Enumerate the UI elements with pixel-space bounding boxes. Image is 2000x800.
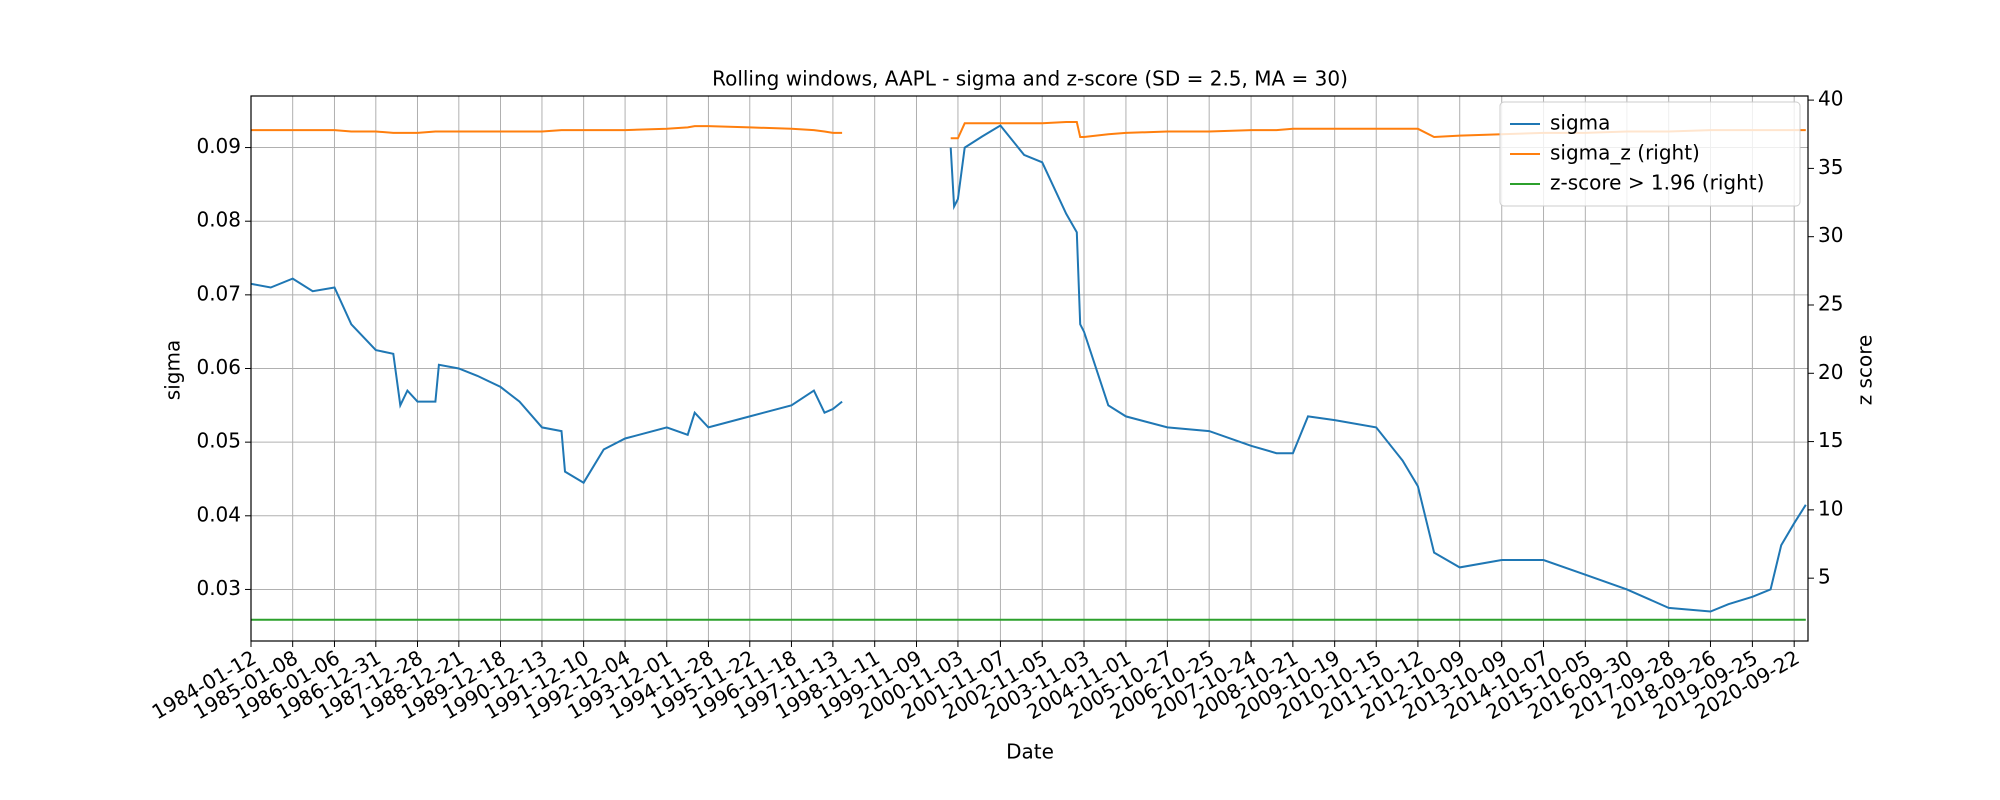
y2-axis-label: z score [1853,335,1877,406]
y2-tick-label: 30 [1818,223,1843,247]
y-tick-label: 0.03 [196,576,241,600]
y-tick-label: 0.07 [196,281,241,305]
x-axis-label: Date [1006,740,1054,764]
legend-box [1499,101,1801,207]
legend-label: sigma [1550,111,1610,135]
legend-label: z-score > 1.96 (right) [1550,171,1764,195]
y-tick-label: 0.08 [196,208,241,232]
y2-tick-label: 20 [1818,360,1843,384]
y-tick-label: 0.04 [196,502,241,526]
y2-tick-label: 25 [1818,291,1843,315]
y2-tick-label: 15 [1818,428,1843,452]
legend-label: sigma_z (right) [1550,141,1700,165]
y-tick-label: 0.05 [196,429,241,453]
y-tick-label: 0.06 [196,355,241,379]
series-line [250,124,1807,613]
legend: sigma sigma_z (right) z-score > 1.96 (righ… [1499,101,1801,207]
y2-tick-label: 10 [1818,496,1843,520]
chart-title: Rolling windows, AAPL - sigma and z-scor… [712,67,1348,91]
y2-tick-label: 5 [1818,565,1831,589]
y-tick-label: 0.09 [196,134,241,158]
y-axis-label: sigma [161,340,185,400]
y2-tick-label: 40 [1818,87,1843,111]
plot-frame [250,95,1809,642]
y2-tick-label: 35 [1818,155,1843,179]
